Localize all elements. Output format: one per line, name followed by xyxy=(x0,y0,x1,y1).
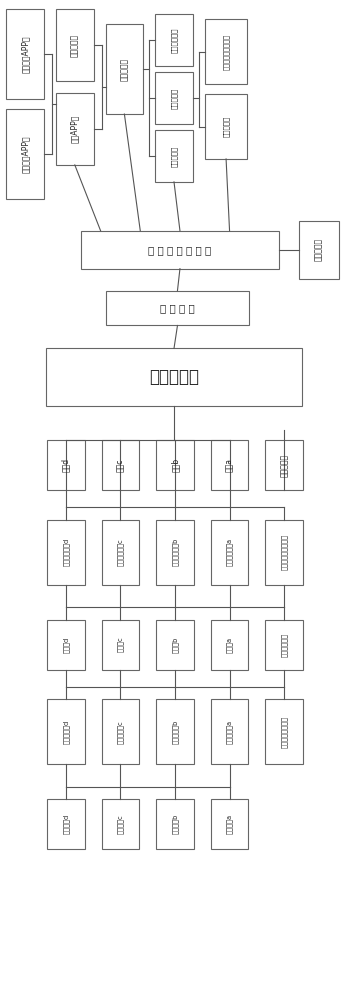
FancyBboxPatch shape xyxy=(265,620,303,670)
Text: 频道c: 频道c xyxy=(116,458,125,472)
FancyBboxPatch shape xyxy=(105,291,250,325)
FancyBboxPatch shape xyxy=(6,9,44,99)
FancyBboxPatch shape xyxy=(156,520,194,585)
FancyBboxPatch shape xyxy=(211,520,248,585)
FancyBboxPatch shape xyxy=(47,520,85,585)
Text: 频道a: 频道a xyxy=(225,458,234,472)
FancyBboxPatch shape xyxy=(56,93,94,165)
FancyBboxPatch shape xyxy=(156,699,194,764)
Text: 搅拌棒电机a: 搅拌棒电机a xyxy=(226,720,233,744)
Text: 热水阀d: 热水阀d xyxy=(63,636,69,653)
Text: 热水料斗电机b: 热水料斗电机b xyxy=(172,538,178,566)
Text: 热水阀a: 热水阀a xyxy=(226,637,233,653)
FancyBboxPatch shape xyxy=(211,620,248,670)
FancyBboxPatch shape xyxy=(6,109,44,199)
Text: 固量饮料a: 固量饮料a xyxy=(226,814,233,834)
Text: 频道b: 频道b xyxy=(171,458,180,472)
FancyBboxPatch shape xyxy=(47,440,85,490)
Text: 云端服务器: 云端服务器 xyxy=(120,58,129,81)
FancyBboxPatch shape xyxy=(156,440,194,490)
Text: 饮 料 机 出 饮 输 入: 饮 料 机 出 饮 输 入 xyxy=(148,245,212,255)
FancyBboxPatch shape xyxy=(46,348,302,406)
Text: 云端程序更新: 云端程序更新 xyxy=(171,28,177,53)
FancyBboxPatch shape xyxy=(155,72,193,124)
Text: 频道控制器: 频道控制器 xyxy=(279,454,288,477)
Text: 热水阀c: 热水阀c xyxy=(117,637,124,652)
Text: 搅拌棒电机控制器: 搅拌棒电机控制器 xyxy=(281,716,287,748)
FancyBboxPatch shape xyxy=(155,14,193,66)
FancyBboxPatch shape xyxy=(47,699,85,764)
FancyBboxPatch shape xyxy=(211,799,248,849)
FancyBboxPatch shape xyxy=(56,9,94,81)
FancyBboxPatch shape xyxy=(156,620,194,670)
FancyBboxPatch shape xyxy=(102,699,139,764)
FancyBboxPatch shape xyxy=(102,799,139,849)
Text: 搅拌棒电机b: 搅拌棒电机b xyxy=(172,720,178,744)
FancyBboxPatch shape xyxy=(299,221,339,279)
FancyBboxPatch shape xyxy=(265,699,303,764)
Text: 固量饮料c: 固量饮料c xyxy=(117,814,124,834)
FancyBboxPatch shape xyxy=(102,520,139,585)
FancyBboxPatch shape xyxy=(81,231,279,269)
Text: 固量饮料d: 固量饮料d xyxy=(63,814,69,834)
Text: 接受APP端: 接受APP端 xyxy=(70,115,79,143)
Text: 热水阀b: 热水阀b xyxy=(172,636,178,653)
Text: 热水料斗电机d: 热水料斗电机d xyxy=(63,538,69,566)
FancyBboxPatch shape xyxy=(47,620,85,670)
FancyBboxPatch shape xyxy=(102,440,139,490)
Text: 搅拌棒电机d: 搅拌棒电机d xyxy=(63,720,69,744)
FancyBboxPatch shape xyxy=(265,440,303,490)
Text: 外部控制器: 外部控制器 xyxy=(314,238,323,261)
Text: 热水料斗电机c: 热水料斗电机c xyxy=(117,539,124,566)
FancyBboxPatch shape xyxy=(211,699,248,764)
Text: 营业人员输入解析器: 营业人员输入解析器 xyxy=(223,34,229,70)
Text: 顾客排号APP端: 顾客排号APP端 xyxy=(21,135,30,173)
Text: 固量饮料b: 固量饮料b xyxy=(172,814,178,834)
Text: 热水阀控制器: 热水阀控制器 xyxy=(281,633,287,657)
Text: 云端运行器: 云端运行器 xyxy=(171,145,177,167)
Text: 顾客自助APP端: 顾客自助APP端 xyxy=(21,35,30,73)
FancyBboxPatch shape xyxy=(205,19,247,84)
FancyBboxPatch shape xyxy=(155,130,193,182)
FancyBboxPatch shape xyxy=(265,520,303,585)
FancyBboxPatch shape xyxy=(47,799,85,849)
Text: 热水料斗电机控制器: 热水料斗电机控制器 xyxy=(281,534,287,570)
Text: 热水料斗电机a: 热水料斗电机a xyxy=(226,538,233,566)
Text: 运 算 功 能: 运 算 功 能 xyxy=(160,303,195,313)
FancyBboxPatch shape xyxy=(156,799,194,849)
FancyBboxPatch shape xyxy=(102,620,139,670)
FancyBboxPatch shape xyxy=(205,94,247,159)
Text: 饮　料　机: 饮 料 机 xyxy=(149,368,199,386)
Text: 云端解析器: 云端解析器 xyxy=(171,87,177,109)
Text: 搅拌棒电机c: 搅拌棒电机c xyxy=(117,720,124,744)
Text: 等待解析器: 等待解析器 xyxy=(223,116,229,137)
Text: 接单服务器: 接单服务器 xyxy=(70,34,79,57)
FancyBboxPatch shape xyxy=(211,440,248,490)
Text: 频道d: 频道d xyxy=(61,458,70,472)
FancyBboxPatch shape xyxy=(105,24,143,114)
